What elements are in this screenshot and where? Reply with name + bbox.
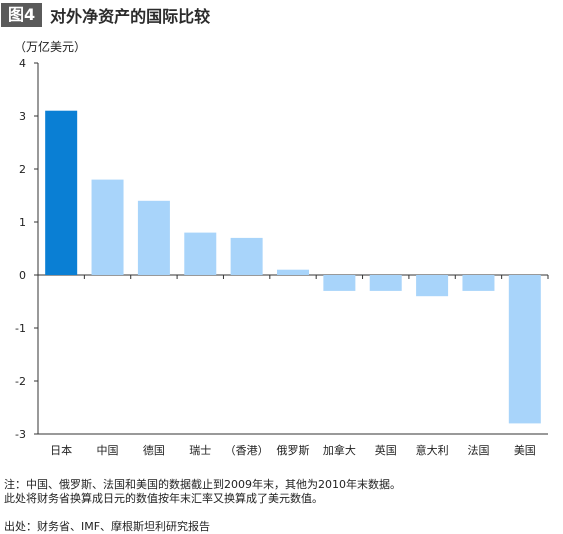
x-category-label: 日本	[50, 443, 72, 457]
note-line-2: 此处将财务省换算成日元的数值按年末汇率又换算成了美元数值。	[4, 492, 323, 505]
bar	[369, 275, 402, 291]
bar	[91, 179, 124, 275]
y-tick-label: -3	[15, 428, 26, 441]
bar	[462, 275, 495, 291]
x-category-label: 法国	[467, 443, 489, 457]
chart-bars	[45, 110, 541, 424]
y-tick-label: 4	[19, 57, 26, 70]
x-category-label: 瑞士	[189, 443, 211, 457]
bar	[277, 269, 309, 275]
bar	[416, 275, 449, 297]
bar	[508, 275, 541, 424]
y-tick-label: -1	[15, 322, 26, 335]
x-category-label: （香港）	[225, 444, 269, 457]
note-line-1: 注：中国、俄罗斯、法国和美国的数据截止到2009年末，其他为2010年末数据。	[4, 478, 401, 491]
x-category-label: 意大利	[416, 443, 449, 457]
bar	[323, 275, 356, 291]
bar	[45, 110, 78, 275]
y-tick-label: -2	[15, 375, 26, 388]
chart-title: 对外净资产的国际比较	[50, 7, 211, 26]
chart-notes: 注：中国、俄罗斯、法国和美国的数据截止到2009年末，其他为2010年末数据。 …	[4, 478, 401, 506]
y-axis-unit-label: （万亿美元）	[14, 40, 87, 54]
figure-label: 图4	[1, 3, 43, 27]
chart-header: 图4 对外净资产的国际比较	[0, 0, 210, 30]
y-tick-label: 0	[19, 269, 26, 282]
chart-source: 出处：财务省、IMF、摩根斯坦利研究报告	[4, 520, 211, 533]
bar	[184, 232, 217, 275]
x-category-label: 英国	[375, 443, 397, 457]
bar	[137, 200, 170, 275]
x-category-label: 美国	[514, 444, 536, 457]
x-category-label: 俄罗斯	[277, 444, 310, 457]
bar	[230, 237, 263, 275]
y-tick-labels: 4 3 2 1 0 -1 -2 -3	[15, 57, 26, 441]
x-category-label: 德国	[143, 443, 165, 457]
x-tick-labels: 日本 中国 德国 瑞士 （香港） 俄罗斯 加拿大 英国 意大利 法国 美国	[50, 443, 536, 457]
x-category-label: 加拿大	[323, 443, 356, 457]
y-tick-label: 2	[19, 163, 26, 176]
y-tick-label: 3	[19, 110, 26, 123]
x-category-label: 中国	[97, 444, 119, 457]
y-tick-label: 1	[19, 216, 26, 229]
